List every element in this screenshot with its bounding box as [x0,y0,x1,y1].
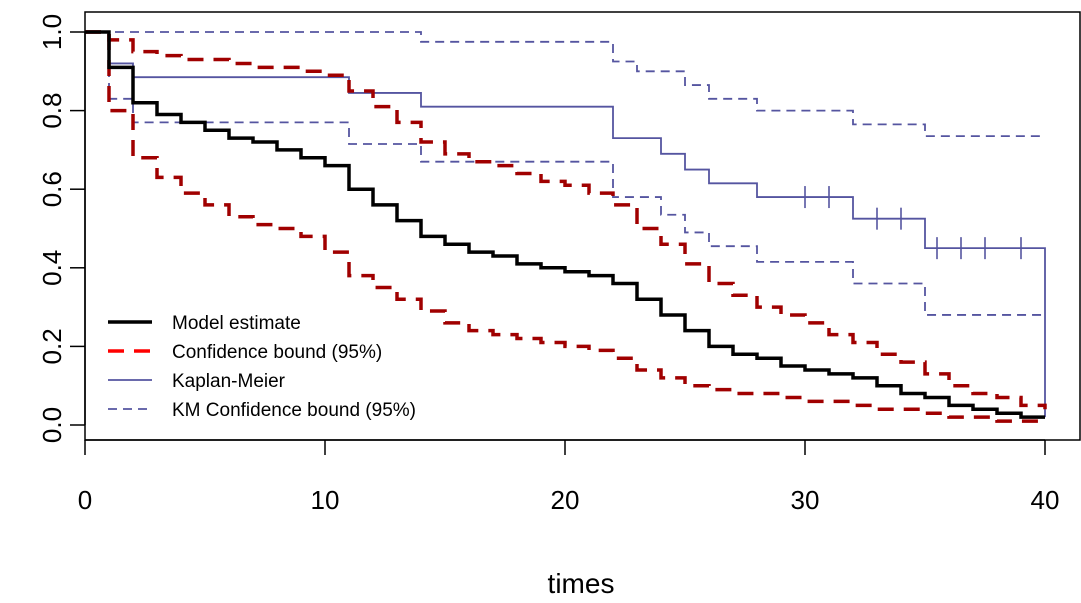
x-axis-title: times [548,568,615,599]
x-tick-label: 20 [551,485,580,515]
series-model-estimate [85,30,1045,419]
series-km-upper-bound [85,31,1045,138]
legend-label: KM Confidence bound (95%) [172,400,416,421]
y-tick-label: 0.8 [37,93,67,129]
x-tick-label: 40 [1031,485,1060,515]
series-model-lower-bound [85,30,1045,423]
x-tick-label: 30 [791,485,820,515]
y-tick-label: 0.6 [37,171,67,207]
legend-label: Confidence bound (95%) [172,342,382,363]
x-tick-label: 0 [78,485,92,515]
legend: Model estimate Confidence bound (95%) Kapl… [108,313,416,421]
km-censor-marks [804,186,1022,260]
y-tick-label: 0.4 [37,250,67,286]
axes: 0 10 20 30 40 0.0 0.2 0.4 0.6 0.8 1.0 [37,14,1059,515]
legend-label: Kaplan-Meier [172,371,286,392]
x-tick-label: 10 [311,485,340,515]
series-layer [85,30,1047,423]
y-tick-label: 0.2 [37,328,67,364]
series-model-upper-bound [85,30,1047,410]
legend-label: Model estimate [172,313,301,334]
y-tick-label: 1.0 [37,14,67,50]
y-tick-label: 0.0 [37,407,67,443]
